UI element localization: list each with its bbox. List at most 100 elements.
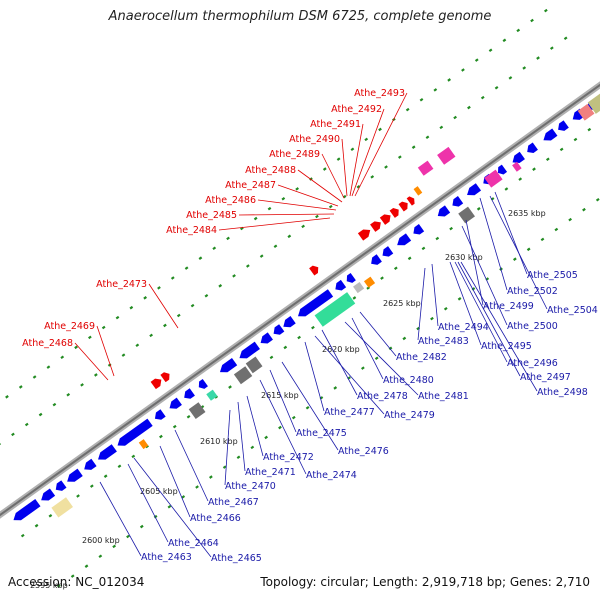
inner-tick	[269, 355, 274, 360]
inner-tick	[126, 534, 130, 539]
inner-tick	[361, 366, 365, 370]
red-gene-label: Athe_2469	[44, 321, 95, 332]
forward-gene	[67, 468, 83, 482]
red-gene-label-leader	[351, 108, 385, 197]
inner-tick	[532, 167, 536, 171]
inner-tick	[278, 425, 282, 430]
outer-tick	[74, 345, 78, 350]
blue-gene-label-leader	[281, 361, 339, 451]
inner-tick	[540, 237, 545, 242]
blue-gene-label: Athe_2483	[418, 336, 469, 347]
inner-tick	[374, 356, 379, 360]
outer-tick	[121, 353, 126, 357]
forward-gene	[84, 458, 97, 470]
outer-tick	[198, 256, 203, 260]
blue-gene-label: Athe_2472	[263, 452, 314, 463]
red-gene-label: Athe_2490	[289, 134, 340, 145]
red-gene-label: Athe_2468	[22, 338, 73, 349]
blue-gene-label: Athe_2500	[507, 321, 558, 332]
feature-box	[484, 169, 503, 188]
outer-tick	[170, 276, 175, 280]
blue-gene-label: Athe_2502	[507, 286, 558, 297]
blue-gene-label-leader	[237, 401, 246, 472]
blue-gene-label: Athe_2477	[324, 407, 375, 418]
rna-feature	[413, 186, 423, 196]
red-gene-label-leader	[96, 325, 115, 377]
outer-tick	[32, 375, 37, 379]
red-gene-label-leader	[257, 199, 337, 211]
feature-box	[458, 206, 475, 224]
outer-tick	[563, 36, 568, 41]
red-gene-label-leader	[148, 283, 179, 329]
red-gene-label-leader	[297, 169, 343, 203]
inner-tick	[209, 475, 213, 479]
outer-tick	[433, 88, 438, 92]
inner-tick	[366, 286, 371, 290]
blue-gene-label: Athe_2494	[438, 322, 489, 333]
blue-gene-label-leader	[454, 261, 508, 363]
outer-tick	[18, 385, 23, 389]
blue-gene-label: Athe_2463	[141, 552, 192, 563]
inner-tick	[311, 325, 315, 330]
red-gene-label: Athe_2493	[354, 88, 405, 99]
forward-gene	[382, 246, 394, 257]
reverse-gene	[357, 229, 371, 241]
blue-gene-label-leader	[127, 463, 169, 543]
outer-tick	[405, 107, 410, 112]
outer-tick	[315, 214, 319, 219]
outer-tick	[502, 38, 507, 43]
genome-backbone-core	[0, 83, 600, 517]
red-gene-label: Athe_2489	[269, 149, 320, 160]
outer-tick	[157, 286, 161, 290]
inner-tick	[526, 247, 531, 252]
reverse-gene	[150, 378, 162, 390]
feature-box	[51, 497, 73, 518]
inner-tick	[172, 424, 177, 429]
blue-gene-label: Athe_2498	[537, 387, 588, 398]
outer-tick	[295, 187, 299, 191]
outer-tick	[544, 8, 548, 13]
forward-gene	[397, 233, 412, 246]
outer-tick	[480, 95, 485, 100]
red-gene-label: Athe_2487	[225, 180, 276, 191]
feature-box	[437, 146, 456, 165]
inner-tick	[430, 316, 434, 321]
blue-gene-label: Athe_2496	[507, 358, 558, 369]
reverse-gene	[160, 372, 170, 383]
outer-tick	[184, 266, 189, 270]
outer-tick	[11, 432, 15, 437]
outer-tick	[328, 204, 333, 209]
outer-tick	[508, 76, 513, 80]
outer-tick	[52, 402, 57, 407]
inner-tick	[443, 306, 448, 311]
outer-tick	[397, 155, 402, 159]
forward-gene	[184, 388, 195, 399]
outer-tick	[24, 422, 29, 427]
reverse-gene	[398, 201, 408, 212]
forward-gene	[198, 378, 208, 389]
reverse-gene	[309, 265, 319, 276]
inner-tick	[407, 256, 412, 261]
outer-tick	[226, 236, 230, 241]
red-gene-label: Athe_2485	[186, 210, 237, 221]
forward-gene	[297, 289, 334, 317]
inner-tick	[236, 455, 241, 460]
forward-gene	[346, 272, 356, 283]
outer-tick	[245, 264, 250, 268]
outer-tick	[467, 105, 471, 110]
inner-tick	[568, 217, 572, 222]
inner-tick	[513, 257, 517, 261]
blue-gene-label-leader	[461, 225, 508, 326]
red-gene-label: Athe_2491	[310, 119, 361, 130]
red-gene-label-leader	[218, 217, 331, 231]
feature-box	[314, 292, 356, 327]
outer-tick	[447, 78, 451, 82]
outer-tick	[439, 125, 444, 130]
blue-gene-label-leader	[174, 429, 209, 502]
outer-tick	[301, 224, 305, 229]
blue-gene-label-leader	[489, 195, 548, 310]
blue-gene-label: Athe_2482	[396, 352, 447, 363]
inner-tick	[559, 147, 564, 152]
blue-gene-label-leader	[314, 335, 385, 415]
outer-tick	[453, 115, 457, 120]
